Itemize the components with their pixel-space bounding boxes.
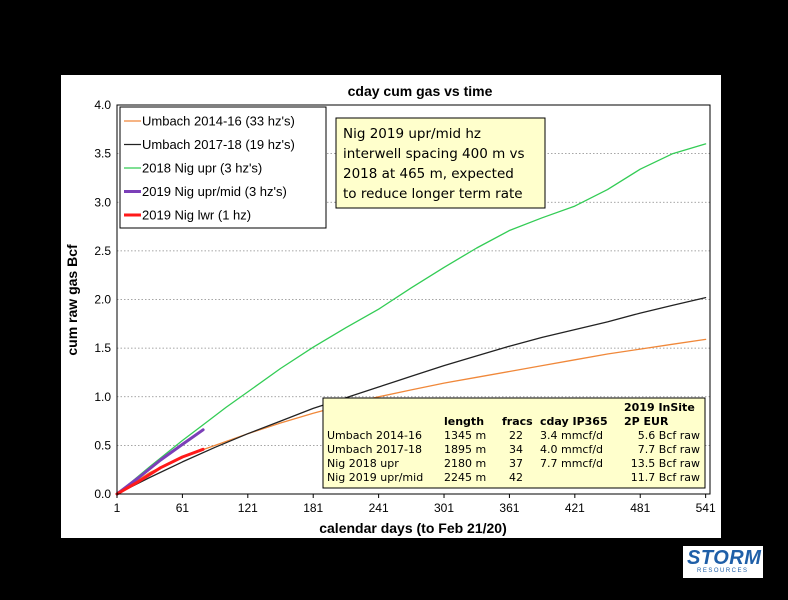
x-tick-label-9: 541 (696, 501, 716, 515)
storm-resources-logo: STORM RESOURCES (683, 546, 763, 578)
y-tick-label-6: 3.0 (94, 195, 111, 209)
table-row-1-fracs: 22 (509, 429, 523, 442)
table-row-3-eur: 13.5 Bcf raw (631, 457, 700, 470)
series-line-1 (116, 338, 707, 495)
annotation-line-1: Nig 2019 upr/mid hz (343, 126, 481, 142)
x-tick-label-0: 1 (114, 501, 121, 515)
table-background (322, 397, 706, 489)
x-tick-label-6: 361 (499, 501, 519, 515)
legend-label-3: 2018 Nig upr (3 hz's) (142, 161, 262, 176)
table-row-2-name: Umbach 2017-18 (327, 443, 422, 456)
table-row-1-ip365: 3.4 mmcf/d (540, 429, 603, 442)
chart-title: cday cum gas vs time (348, 83, 493, 99)
table-row-2-fracs: 34 (509, 443, 523, 456)
x-axis-label: calendar days (to Feb 21/20) (319, 520, 507, 536)
legend-label-4: 2019 Nig upr/mid (3 hz's) (142, 184, 287, 199)
plot-area-border (116, 104, 711, 495)
annotation-line-4: to reduce longer term rate (343, 186, 523, 202)
series-layer (115, 143, 707, 496)
table-header-ip365: cday IP365 (540, 415, 608, 428)
series-line-2 (116, 296, 707, 495)
series-line-4 (115, 428, 205, 496)
chart-frame: cday cum gas vs time 0.0 0.5 1.0 1.5 2.0 2.5 3… (61, 75, 721, 538)
table-row-2-eur: 7.7 Bcf raw (638, 443, 700, 456)
table-row-3-name: Nig 2018 upr (327, 457, 399, 470)
legend: Umbach 2014-16 (33 hz's) Umbach 2017-18 (… (119, 106, 327, 229)
table-row-1-length: 1345 m (444, 429, 486, 442)
x-tick-label-4: 241 (369, 501, 389, 515)
y-tick-label-4: 2.0 (94, 293, 111, 307)
x-tick-label-8: 481 (630, 501, 650, 515)
x-tick-label-1: 61 (176, 501, 190, 515)
table-row-1-eur: 5.6 Bcf raw (638, 429, 700, 442)
table-row-2-length: 1895 m (444, 443, 486, 456)
x-tick-label-3: 181 (303, 501, 323, 515)
annotation-line-2: interwell spacing 400 m vs (343, 146, 525, 162)
y-axis-label: cum raw gas Bcf (64, 244, 80, 356)
annotation-background (335, 117, 546, 209)
y-tick-label-5: 2.5 (94, 244, 111, 258)
chart-svg: cday cum gas vs time 0.0 0.5 1.0 1.5 2.0 2.5 3… (64, 83, 716, 536)
table-header-insite: 2019 InSite (624, 401, 695, 414)
table-row-4-eur: 11.7 Bcf raw (631, 471, 700, 484)
series-line-3 (116, 143, 707, 495)
table-row-3-ip365: 7.7 mmcf/d (540, 457, 603, 470)
y-tick-label-0: 0.0 (94, 487, 111, 501)
x-tick-label-2: 121 (238, 501, 258, 515)
series-line-5 (115, 447, 205, 496)
y-tick-label-3: 1.5 (94, 341, 111, 355)
table-header-fracs: fracs (502, 415, 533, 428)
legend-label-1: Umbach 2014-16 (33 hz's) (142, 114, 295, 129)
y-tick-label-2: 1.0 (94, 390, 111, 404)
data-table: 2019 InSite length fracs cday IP365 2P E… (322, 397, 706, 489)
y-tick-labels: 0.0 0.5 1.0 1.5 2.0 2.5 3.0 3.5 4.0 (94, 98, 111, 501)
logo-subtitle: RESOURCES (697, 568, 749, 574)
table-row-2-ip365: 4.0 mmcf/d (540, 443, 603, 456)
table-row-4-fracs: 42 (509, 471, 523, 484)
y-tick-label-8: 4.0 (94, 98, 111, 112)
table-header-eur: 2P EUR (624, 415, 669, 428)
table-row-1-name: Umbach 2014-16 (327, 429, 422, 442)
annotation-line-3: 2018 at 465 m, expected (343, 166, 514, 182)
annotation-box: Nig 2019 upr/mid hz interwell spacing 40… (335, 117, 546, 209)
x-tick-label-7: 421 (565, 501, 585, 515)
table-row-4-name: Nig 2019 upr/mid (327, 471, 423, 484)
logo-wordmark: STORM (687, 547, 762, 569)
legend-items: Umbach 2014-16 (33 hz's) Umbach 2017-18 (… (124, 114, 295, 223)
table-header-length: length (444, 415, 484, 428)
legend-label-5: 2019 Nig lwr (1 hz) (142, 208, 251, 223)
table-row-4-length: 2245 m (444, 471, 486, 484)
y-tick-label-7: 3.5 (94, 147, 111, 161)
table-row-3-fracs: 37 (509, 457, 523, 470)
y-tick-label-1: 0.5 (94, 438, 111, 452)
legend-label-2: Umbach 2017-18 (19 hz's) (142, 137, 295, 152)
x-tick-label-5: 301 (434, 501, 454, 515)
legend-box (119, 106, 327, 229)
table-row-3-length: 2180 m (444, 457, 486, 470)
x-tick-labels: 1 61 121 181 241 301 361 421 481 541 (114, 494, 716, 515)
